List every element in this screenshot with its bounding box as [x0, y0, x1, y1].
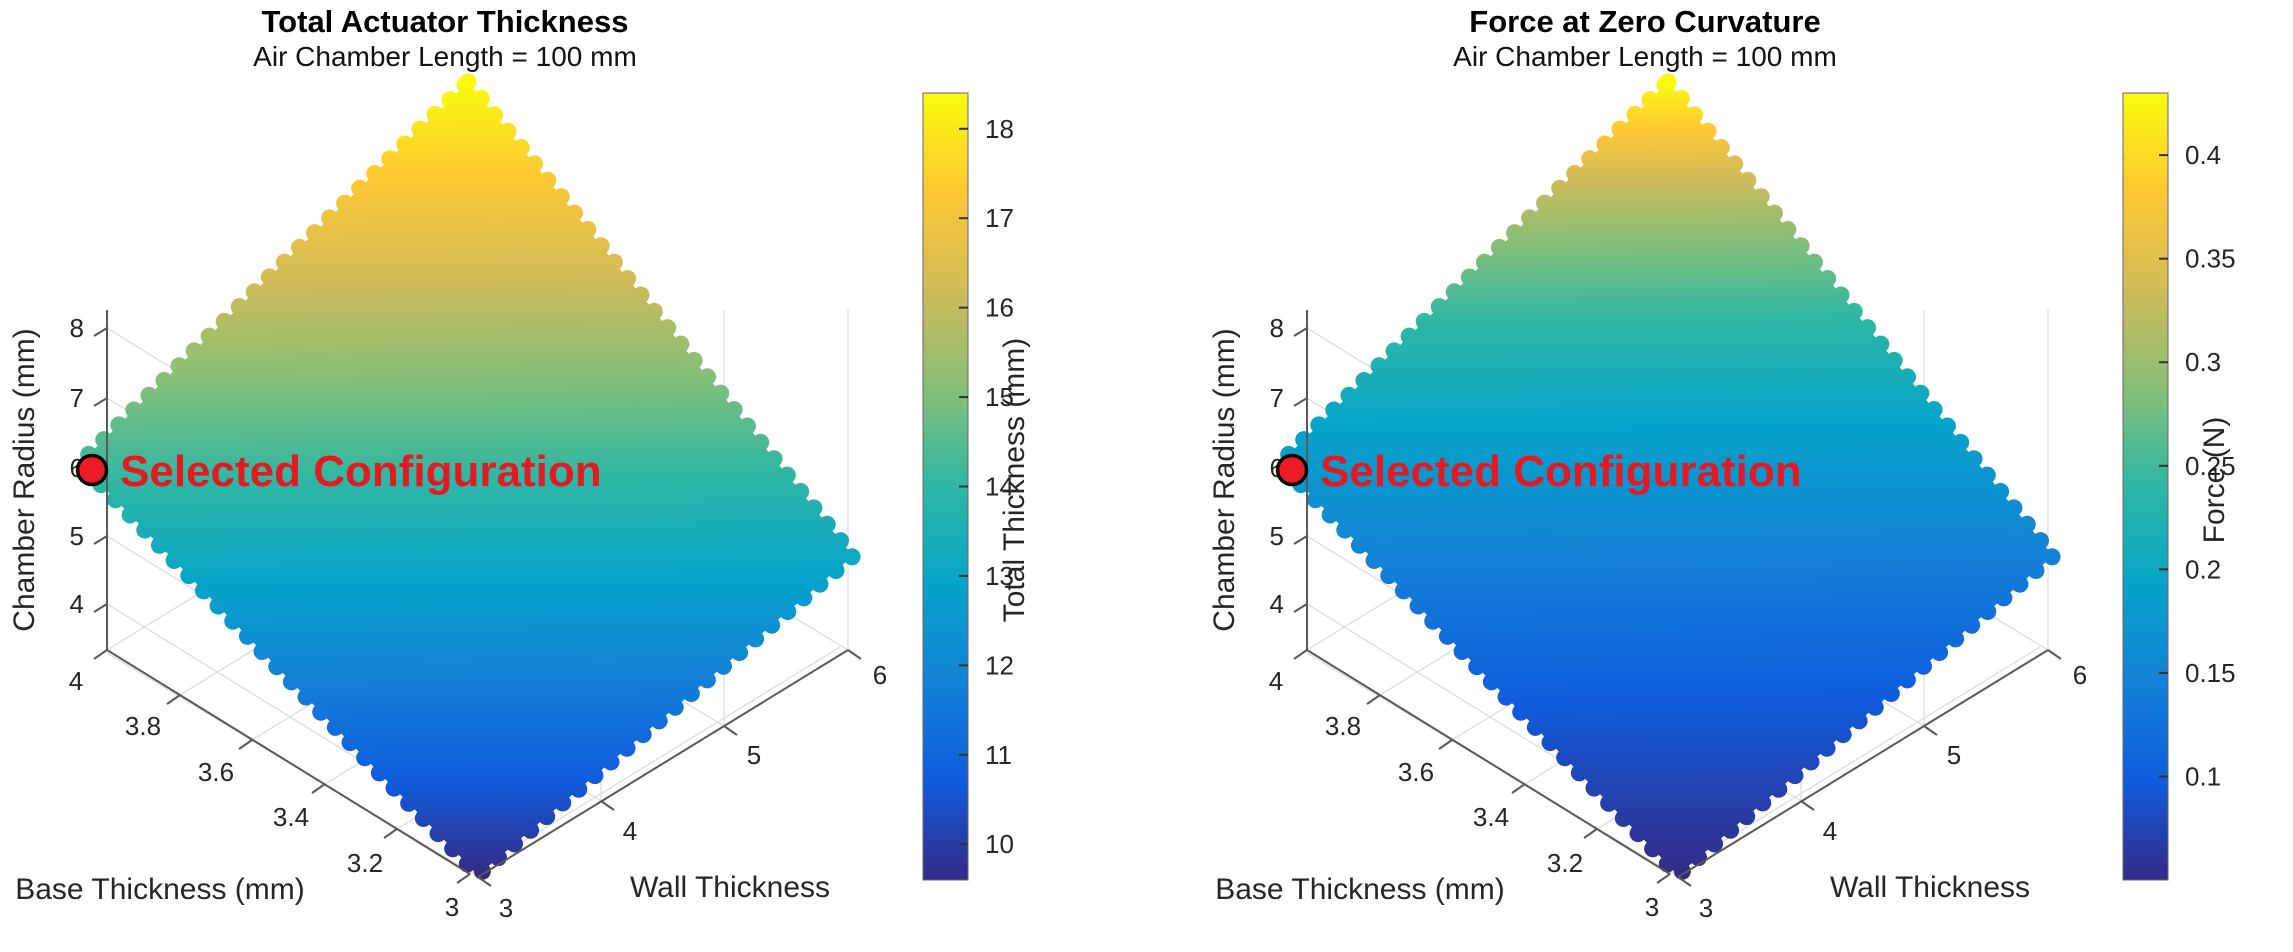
colorbar-tick-label: 0.15 — [2185, 658, 2236, 688]
colorbar-tick-label: 17 — [985, 203, 1014, 233]
selected-configuration-label: Selected Configuration — [1320, 447, 1802, 496]
base-tick-label: 3.6 — [1398, 757, 1434, 787]
z-tick-label: 8 — [1270, 313, 1284, 343]
colorbar-tick-label: 16 — [985, 293, 1014, 323]
colorbar-tick-label: 15 — [985, 382, 1014, 412]
base-tick-label: 3.4 — [1473, 802, 1509, 832]
z-axis-label: Chamber Radius (mm) — [8, 328, 41, 631]
surface-point-cloud — [71, 73, 862, 884]
wall-tick-label: 3 — [1699, 893, 1713, 923]
colorbar-tick-label: 0.2 — [2185, 554, 2221, 584]
base-tick-label: 3.2 — [1547, 848, 1583, 878]
base-tick-label: 3.8 — [125, 711, 161, 741]
colorbar-tick-label: 18 — [985, 114, 1014, 144]
colorbar-tick-label: 0.1 — [2185, 761, 2221, 791]
wall-tick-label: 5 — [747, 740, 761, 770]
colorbar-tick-label: 14 — [985, 472, 1014, 502]
base-tick-label: 3.4 — [273, 802, 309, 832]
selected-configuration-marker — [75, 453, 109, 487]
wall-tick-label: 6 — [2073, 660, 2087, 690]
colorbar-tick-label: 13 — [985, 561, 1014, 591]
wall-tick-label: 4 — [1823, 816, 1837, 846]
colorbar-tick-label: 11 — [985, 740, 1012, 770]
colorbar-tick-label: 0.35 — [2185, 244, 2236, 274]
wall-tick-label: 3 — [499, 893, 513, 923]
z-tick-label: 5 — [70, 521, 84, 551]
axes — [93, 310, 862, 887]
base-tick-label: 4 — [1269, 666, 1283, 696]
z-axis-label: Chamber Radius (mm) — [1208, 328, 1241, 631]
surface-point-cloud — [1271, 73, 2062, 884]
axes — [1293, 310, 2062, 887]
z-tick-label: 4 — [1270, 589, 1284, 619]
colorbar-tick-label: 0.4 — [2185, 140, 2221, 170]
colorbar-label: Force (N) — [2198, 417, 2231, 544]
selected-configuration-label: Selected Configuration — [120, 447, 602, 496]
z-tick-label: 8 — [70, 313, 84, 343]
selected-configuration-marker — [1275, 453, 1309, 487]
colorbar-ticks: 0.4 0.35 0.3 0.25 0.2 0.15 0.1 — [2159, 140, 2236, 791]
base-tick-label: 3 — [445, 892, 459, 922]
colorbar-tick-label: 0.25 — [2185, 451, 2236, 481]
z-tick-label: 4 — [70, 589, 84, 619]
base-tick-label: 3.8 — [1325, 711, 1361, 741]
wall-tick-label: 6 — [873, 660, 887, 690]
wall-tick-label: 5 — [1947, 740, 1961, 770]
base-tick-label: 3.2 — [347, 848, 383, 878]
wall-tick-label: 4 — [623, 816, 637, 846]
panel-subtitle: Air Chamber Length = 100 mm — [1453, 41, 1837, 72]
panel-title: Force at Zero Curvature — [1469, 4, 1820, 39]
base-axis-label: Base Thickness (mm) — [15, 873, 305, 906]
z-tick-label: 5 — [1270, 521, 1284, 551]
colorbar-ticks: 18 17 16 15 14 13 12 11 10 — [959, 114, 1014, 859]
base-axis-label: Base Thickness (mm) — [1215, 873, 1505, 906]
colorbar-label: Total Thickness (mm) — [998, 338, 1031, 623]
panel-subtitle: Air Chamber Length = 100 mm — [253, 41, 637, 72]
wall-axis-label: Wall Thickness — [630, 871, 830, 904]
panel-title: Total Actuator Thickness — [262, 4, 629, 39]
colorbar-tick-label: 10 — [985, 829, 1014, 859]
base-tick-label: 3.6 — [198, 757, 234, 787]
colorbar-tick-label: 12 — [985, 650, 1014, 680]
wall-axis-label: Wall Thickness — [1830, 871, 2030, 904]
base-tick-label: 4 — [69, 666, 83, 696]
z-tick-label: 7 — [70, 383, 84, 413]
colorbar — [2122, 92, 2169, 881]
z-tick-label: 7 — [1270, 383, 1284, 413]
base-tick-label: 3 — [1645, 892, 1659, 922]
colorbar-tick-label: 0.3 — [2185, 347, 2221, 377]
